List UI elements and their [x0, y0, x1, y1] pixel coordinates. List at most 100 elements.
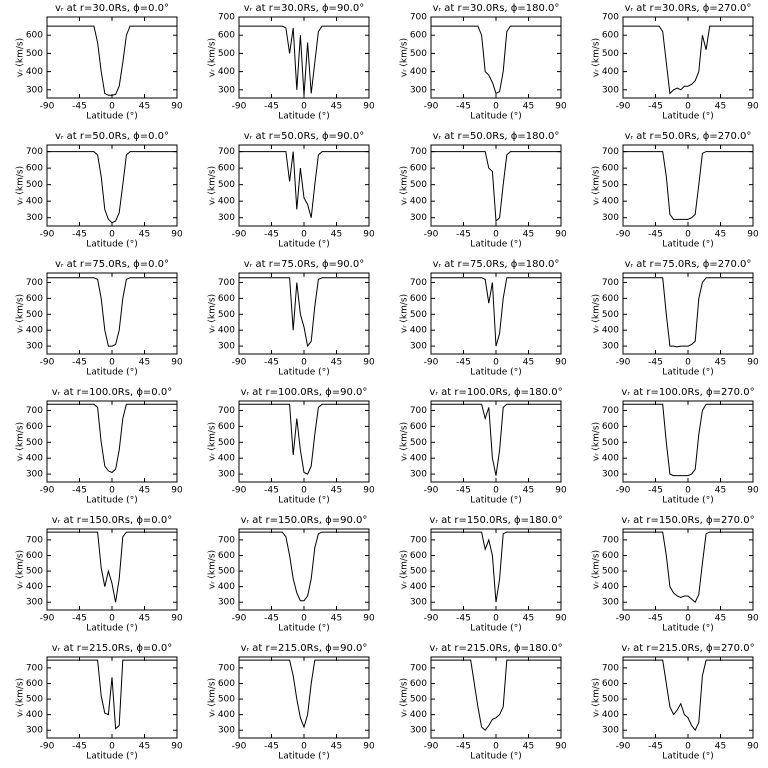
x-tick-label: 45	[523, 230, 534, 240]
x-tick-label: 45	[715, 742, 726, 752]
data-line	[623, 277, 753, 348]
y-tick-label: 500	[218, 49, 235, 59]
y-tick-label: 700	[218, 535, 235, 545]
x-tick-label: 90	[747, 742, 759, 752]
panel-title: vᵣ at r=50.0Rs, ϕ=270.0°	[625, 131, 752, 142]
panel: vᵣ at r=50.0Rs, ϕ=270.0° -90 -45 0 45 90 300 40…	[592, 131, 759, 250]
y-tick-label: 700	[26, 147, 43, 157]
y-tick-label: 300	[218, 213, 235, 223]
plot-frame	[238, 144, 370, 227]
data-line	[47, 403, 177, 474]
y-tick-label: 700	[410, 13, 427, 23]
y-tick-label: 500	[410, 438, 427, 448]
x-axis-label: Latitude (°)	[662, 112, 713, 122]
plot-frame	[238, 16, 370, 99]
x-axis-label: Latitude (°)	[662, 496, 713, 506]
x-tick-label: 90	[171, 102, 183, 112]
panel: vᵣ at r=215.0Rs, ϕ=270.0° -90 -45 0 45 90 300 4…	[592, 643, 759, 762]
y-axis-label: vᵣ (km/s)	[592, 166, 602, 205]
x-tick-label: 90	[555, 486, 567, 496]
x-tick-label: 45	[715, 486, 726, 496]
y-axis-label: vᵣ (km/s)	[592, 422, 602, 461]
data-line	[623, 531, 753, 604]
panel-title: vᵣ at r=30.0Rs, ϕ=0.0°	[55, 3, 169, 14]
data-line	[431, 659, 561, 731]
y-tick-label: 400	[218, 197, 235, 207]
y-tick-label: 600	[410, 294, 427, 304]
x-tick-label: 90	[555, 742, 567, 752]
x-tick-label: -45	[648, 230, 663, 240]
x-tick-label: -45	[456, 358, 471, 368]
panel: vᵣ at r=215.0Rs, ϕ=90.0° -90 -45 0 45 90 300 40…	[208, 643, 375, 762]
data-line	[431, 531, 561, 603]
x-tick-label: -45	[264, 358, 279, 368]
panel: vᵣ at r=100.0Rs, ϕ=180.0° -90 -45 0 45 90 300 4…	[400, 387, 567, 506]
x-tick-label: 90	[363, 614, 375, 624]
panel-title: vᵣ at r=150.0Rs, ϕ=90.0°	[241, 515, 368, 526]
x-tick-label: 45	[523, 742, 534, 752]
x-tick-label: 0	[493, 102, 499, 112]
y-axis-label: vᵣ (km/s)	[208, 166, 218, 205]
x-tick-label: 0	[301, 614, 307, 624]
x-axis-label: Latitude (°)	[662, 368, 713, 378]
y-tick-label: 600	[26, 294, 43, 304]
y-tick-label: 500	[26, 438, 43, 448]
plot-frame	[622, 528, 754, 611]
x-tick-label: -90	[616, 486, 631, 496]
panel-title: vᵣ at r=50.0Rs, ϕ=180.0°	[433, 131, 560, 142]
y-axis-label: vᵣ (km/s)	[592, 294, 602, 333]
y-tick-label: 600	[26, 31, 43, 41]
x-tick-label: 45	[715, 102, 726, 112]
x-tick-label: -90	[424, 742, 439, 752]
y-tick-label: 600	[410, 31, 427, 41]
y-tick-label: 500	[410, 180, 427, 190]
y-axis-label: vᵣ (km/s)	[400, 678, 410, 717]
x-tick-label: 0	[493, 230, 499, 240]
y-axis-label: vᵣ (km/s)	[16, 550, 26, 589]
x-axis-label: Latitude (°)	[278, 624, 329, 634]
y-axis-label: vᵣ (km/s)	[16, 294, 26, 333]
panel-title: vᵣ at r=30.0Rs, ϕ=90.0°	[244, 3, 364, 14]
x-tick-label: 90	[171, 614, 183, 624]
y-tick-label: 400	[26, 582, 43, 592]
x-tick-label: -45	[264, 486, 279, 496]
x-tick-label: -90	[616, 358, 631, 368]
panel: vᵣ at r=30.0Rs, ϕ=270.0° -90 -45 0 45 90 300 40…	[592, 3, 759, 122]
x-axis-label: Latitude (°)	[86, 240, 137, 250]
y-tick-label: 300	[26, 726, 43, 736]
y-tick-label: 400	[602, 67, 619, 77]
data-line	[239, 25, 369, 96]
panel-title: vᵣ at r=150.0Rs, ϕ=180.0°	[429, 515, 562, 526]
y-axis-label: vᵣ (km/s)	[208, 38, 218, 77]
x-tick-label: 45	[715, 358, 726, 368]
y-tick-label: 400	[602, 197, 619, 207]
y-tick-label: 400	[602, 582, 619, 592]
plot-frame	[430, 400, 562, 483]
y-tick-label: 700	[602, 147, 619, 157]
x-tick-label: 90	[363, 486, 375, 496]
panel: vᵣ at r=100.0Rs, ϕ=0.0° -90 -45 0 45 90 300 400…	[16, 387, 183, 506]
y-tick-label: 500	[26, 567, 43, 577]
panel-title: vᵣ at r=215.0Rs, ϕ=270.0°	[621, 643, 754, 654]
x-tick-label: 0	[493, 486, 499, 496]
panel: vᵣ at r=75.0Rs, ϕ=270.0° -90 -45 0 45 90 300 40…	[592, 259, 759, 378]
y-tick-label: 700	[26, 535, 43, 545]
y-tick-label: 700	[602, 13, 619, 23]
x-tick-label: -90	[40, 102, 55, 112]
x-tick-label: 0	[493, 358, 499, 368]
x-tick-label: 0	[301, 742, 307, 752]
y-tick-label: 300	[26, 342, 43, 352]
x-tick-label: 90	[363, 358, 375, 368]
x-axis-label: Latitude (°)	[470, 496, 521, 506]
x-tick-label: 45	[523, 486, 534, 496]
y-axis-label: vᵣ (km/s)	[400, 550, 410, 589]
y-tick-label: 600	[218, 164, 235, 174]
x-tick-label: 45	[523, 358, 534, 368]
panel-title: vᵣ at r=215.0Rs, ϕ=0.0°	[52, 643, 172, 654]
plot-frame	[238, 528, 370, 611]
x-tick-label: 0	[685, 486, 691, 496]
y-tick-label: 700	[218, 13, 235, 23]
y-tick-label: 300	[218, 726, 235, 736]
y-tick-label: 500	[410, 310, 427, 320]
y-tick-label: 500	[410, 695, 427, 705]
